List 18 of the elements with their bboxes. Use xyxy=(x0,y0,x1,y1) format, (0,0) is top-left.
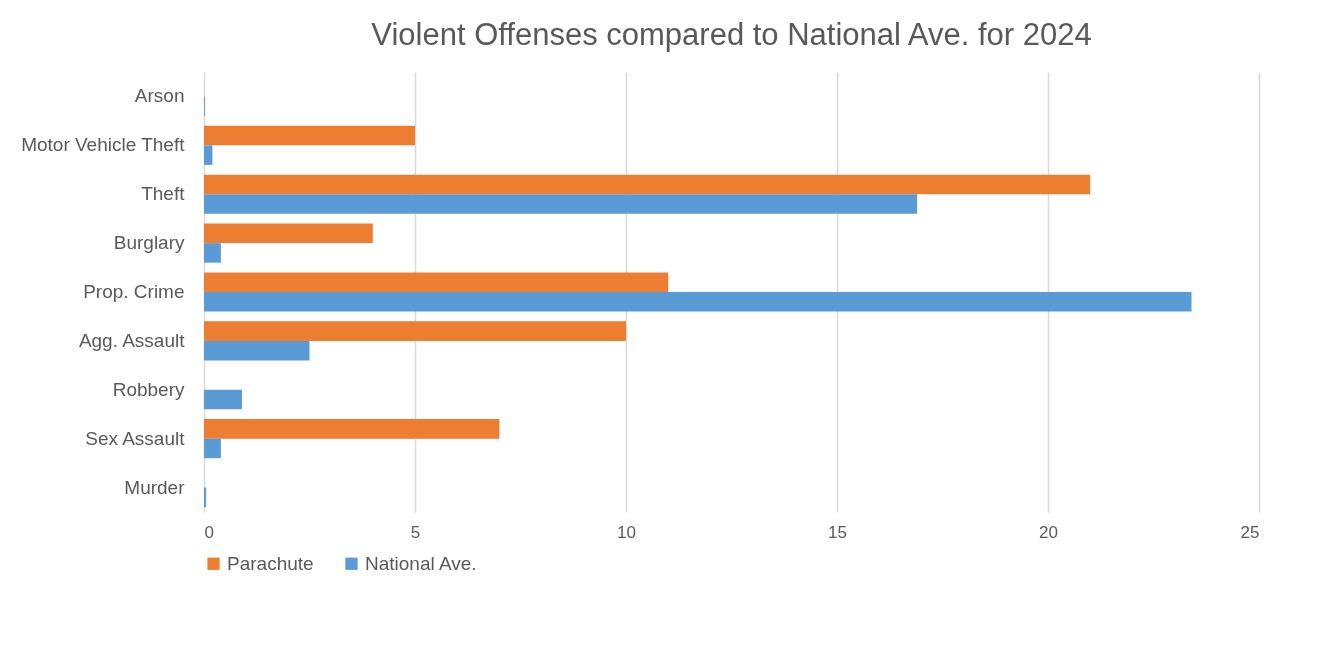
y-tick-label: Robbery xyxy=(112,378,185,400)
y-tick-label: Prop. Crime xyxy=(83,281,185,302)
y-tick-label: Murder xyxy=(124,476,186,498)
x-tick-label: 20 xyxy=(1039,522,1058,542)
chart-title: Violent Offenses compared to National Ave. for 2024 xyxy=(371,17,1092,52)
legend-label: Parachute xyxy=(227,552,314,574)
x-tick-label: 25 xyxy=(1240,522,1260,542)
y-tick-label: Arson xyxy=(134,85,185,107)
x-tick-label: 0 xyxy=(204,522,214,542)
x-tick-label: 15 xyxy=(828,522,847,542)
legend-label: National Ave. xyxy=(365,552,477,574)
x-tick-label: 5 xyxy=(410,522,421,542)
y-tick-label: Burglary xyxy=(113,232,185,254)
y-tick-label: Motor Vehicle Theft xyxy=(21,134,186,156)
y-tick-label: Sex Assault xyxy=(85,427,186,449)
x-tick-label: 10 xyxy=(617,522,636,542)
y-tick-label: Theft xyxy=(141,183,186,205)
y-tick-label: Agg. Assault xyxy=(78,329,186,351)
